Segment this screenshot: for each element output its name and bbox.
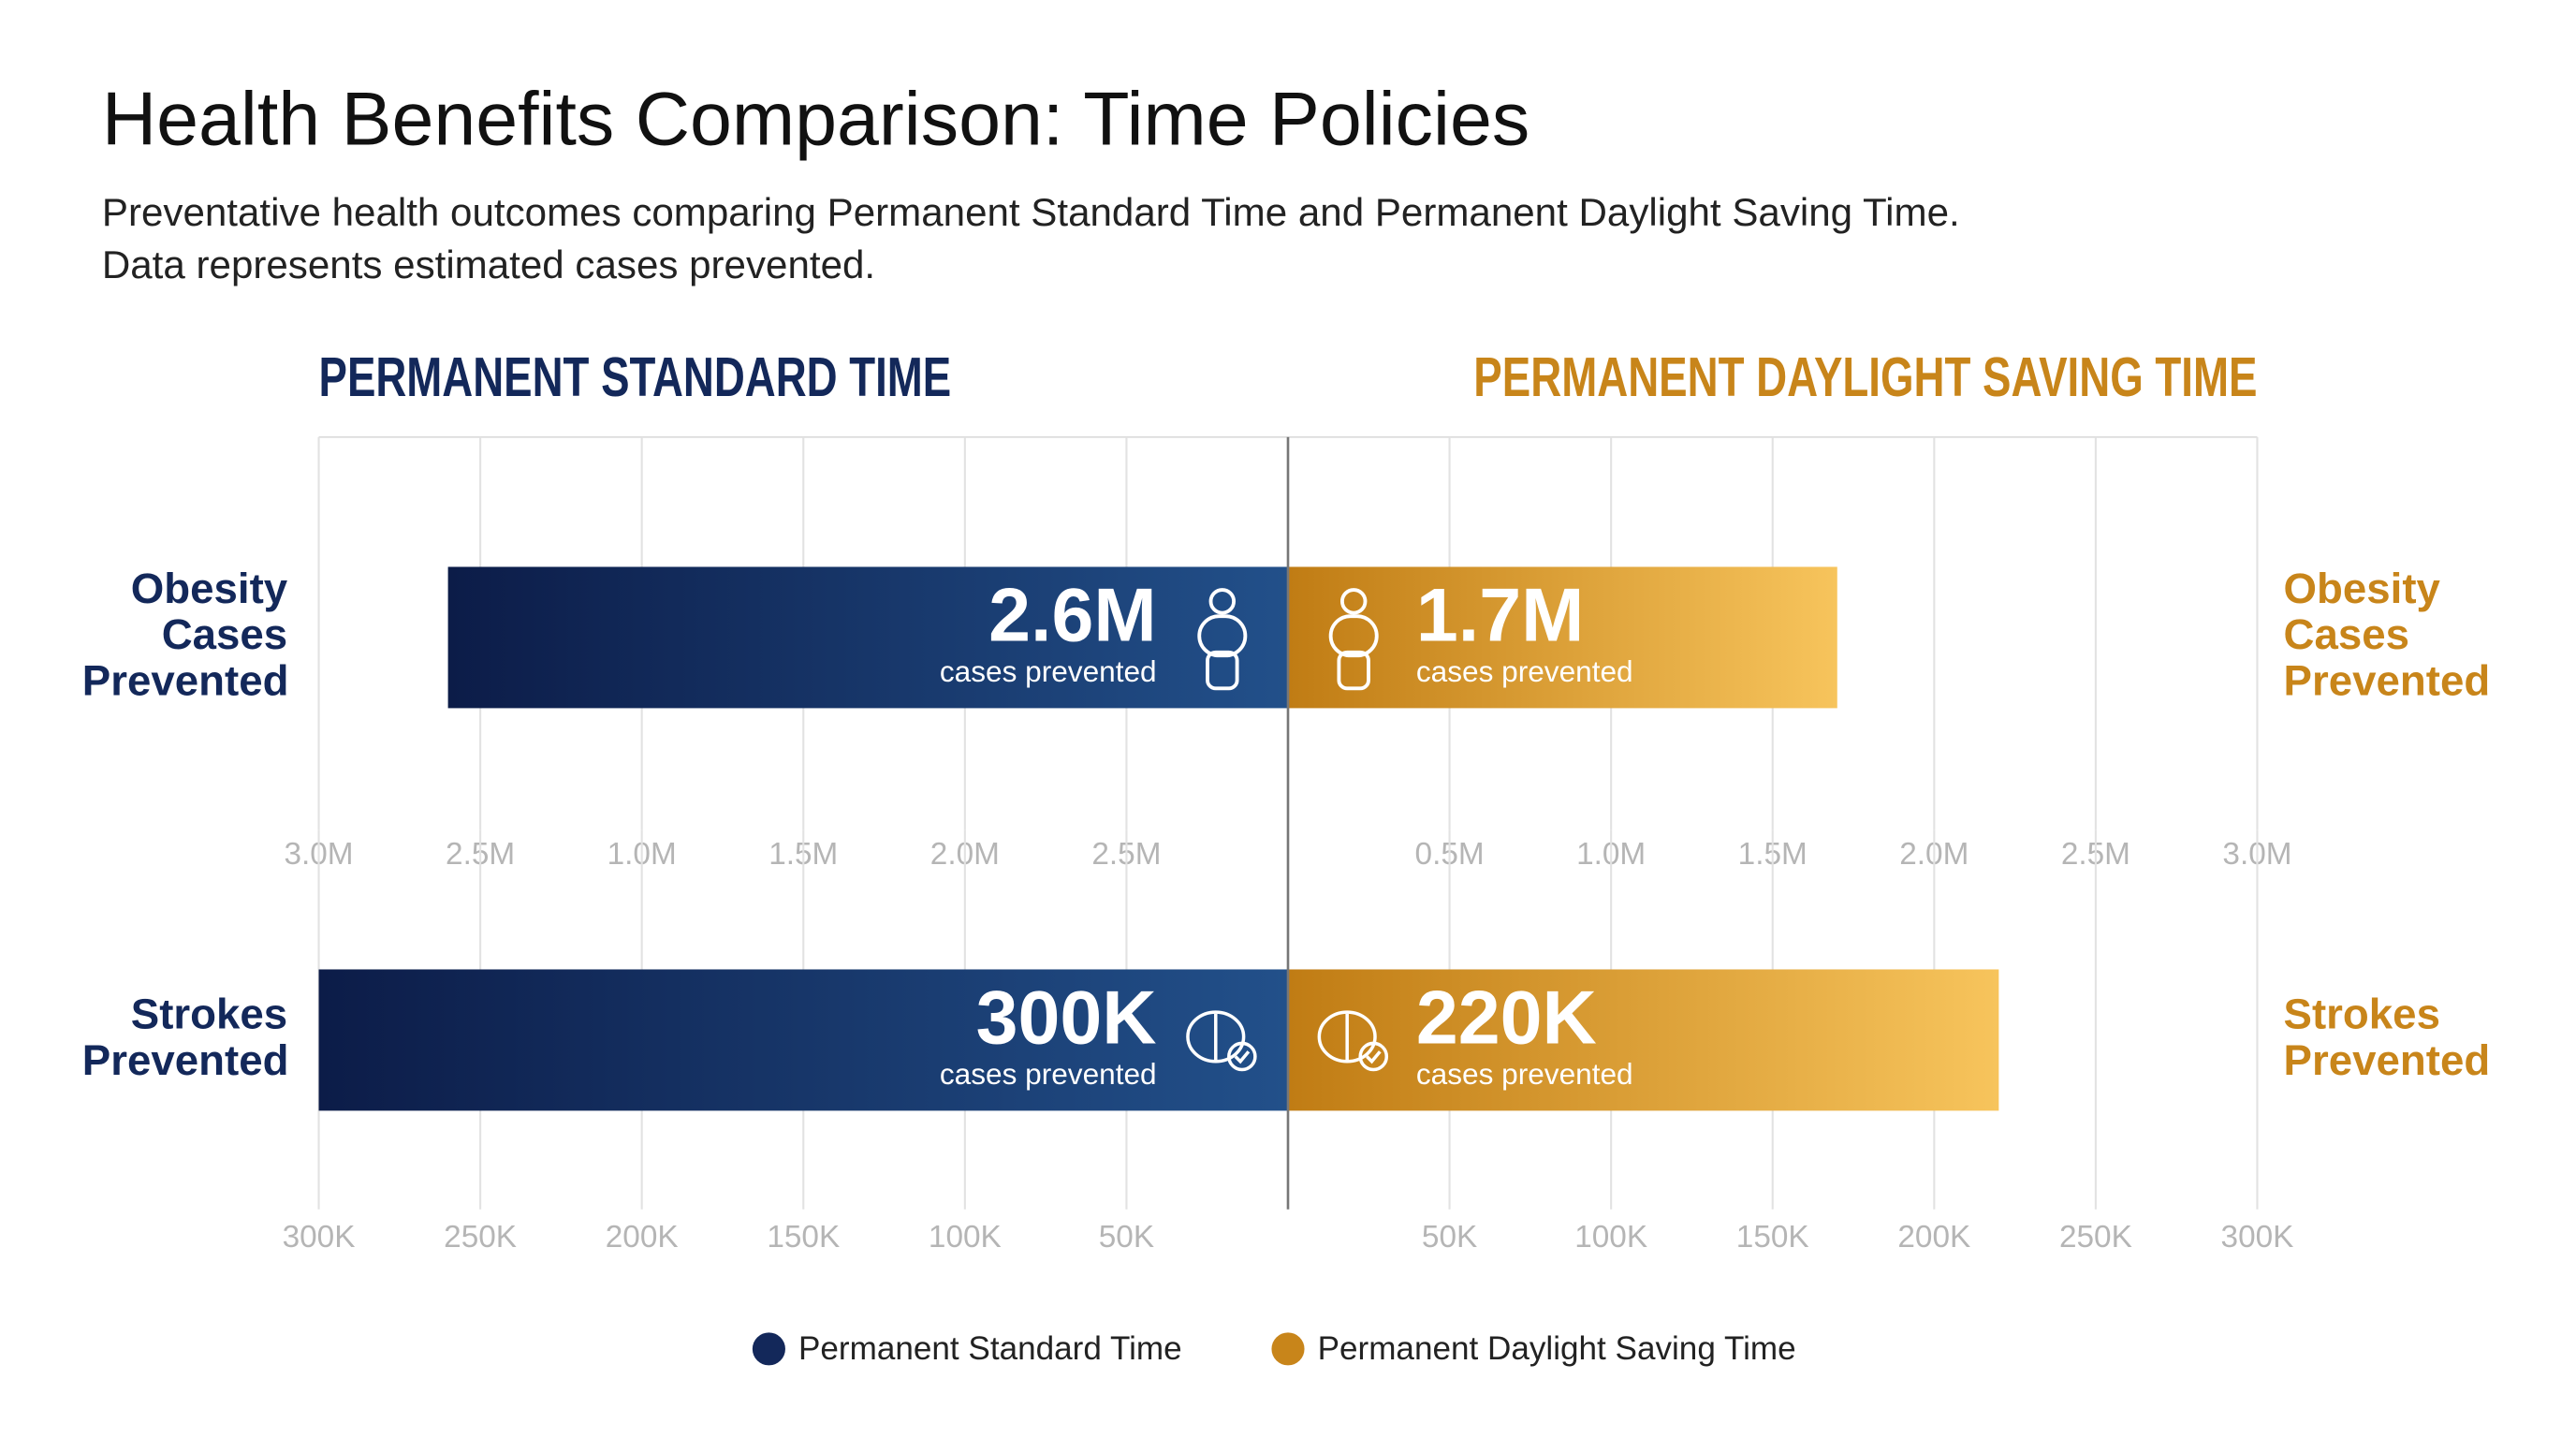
- bar: [1288, 969, 1999, 1111]
- category-label-box: Strokes Prevented: [81, 990, 289, 1085]
- right-header: PERMANENT DAYLIGHT SAVING TIME: [1473, 345, 2257, 408]
- value-label: 2.6M: [988, 574, 1156, 658]
- category-label: Obesity Cases Prevented: [2283, 565, 2491, 705]
- x-tick-label: 200K: [1897, 1220, 1970, 1255]
- unit-label: cases prevented: [1416, 654, 1633, 688]
- value-label: 220K: [1416, 976, 1597, 1061]
- subtitle: Data represents estimated cases prevente…: [102, 242, 875, 286]
- bar: [447, 566, 1289, 709]
- legend-label: Permanent Standard Time: [798, 1330, 1182, 1367]
- x-tick-label: 100K: [929, 1220, 1002, 1255]
- x-tick-label: 150K: [1736, 1220, 1809, 1255]
- icon: [1208, 588, 1237, 615]
- category-label: Obesity Cases Prevented: [81, 565, 289, 705]
- x-tick-label: 250K: [2059, 1220, 2132, 1255]
- value-label: 300K: [976, 976, 1157, 1061]
- legend-marker: [752, 1332, 785, 1366]
- legend-label: Permanent Daylight Saving Time: [1318, 1330, 1796, 1367]
- unit-label: cases prevented: [940, 654, 1157, 688]
- legend-marker: [1271, 1332, 1305, 1366]
- value-label: 1.7M: [1416, 574, 1584, 658]
- category-label-box: Obesity Cases Prevented: [81, 565, 289, 705]
- x-tick-label: 250K: [444, 1220, 517, 1255]
- x-tick-label: 300K: [283, 1220, 356, 1255]
- subtitle: Preventative health outcomes comparing P…: [102, 190, 1960, 234]
- icon: [1197, 614, 1248, 658]
- icon: [1206, 650, 1239, 691]
- x-tick-label: 50K: [1422, 1220, 1477, 1255]
- icon: [1337, 650, 1370, 691]
- x-tick-label: 300K: [2221, 1220, 2294, 1255]
- category-label-box: Strokes Prevented: [2283, 990, 2491, 1085]
- icon: [1339, 588, 1368, 615]
- x-tick-label: 200K: [606, 1220, 679, 1255]
- icon: [1328, 614, 1379, 658]
- grid: 3.0M 2.5M 1.0M 1.5M 2.0M 2.5M 0.5M 1.0M 1.5M 2.0M…: [283, 436, 2294, 1255]
- icon: [1234, 1050, 1251, 1064]
- unit-label: cases prevented: [1416, 1057, 1633, 1091]
- icon: [1227, 1041, 1257, 1072]
- category-label: Strokes Prevented: [81, 990, 289, 1085]
- x-tick-label: 50K: [1099, 1220, 1154, 1255]
- icon: [1358, 1041, 1389, 1072]
- bar: [318, 969, 1289, 1111]
- x-tick-label: 100K: [1574, 1220, 1647, 1255]
- left-header: PERMANENT STANDARD TIME: [319, 345, 952, 408]
- unit-label: cases prevented: [940, 1057, 1157, 1091]
- x-tick-label: 150K: [767, 1220, 840, 1255]
- title: Health Benefits Comparison: Time Policie…: [102, 78, 1530, 162]
- icon: [1366, 1050, 1382, 1064]
- category-label: Strokes Prevented: [2283, 990, 2491, 1085]
- bar: [1288, 566, 1837, 709]
- category-label-box: Obesity Cases Prevented: [2283, 565, 2491, 705]
